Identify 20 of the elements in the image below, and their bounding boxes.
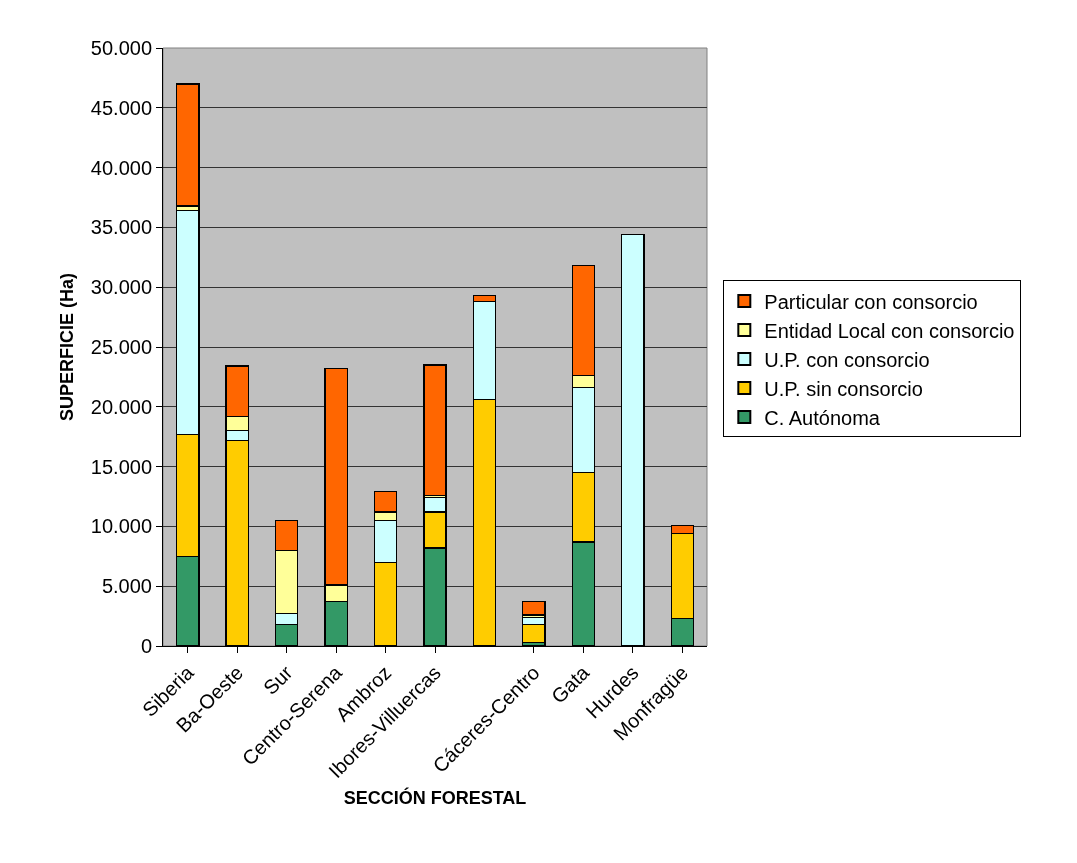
y-axis-title: SUPERFICIE (Ha): [57, 272, 78, 422]
bar: [175, 83, 200, 207]
legend-label: Entidad Local con consorcio: [764, 319, 1015, 342]
x-axis-title: SECCIÓN FORESTAL: [343, 787, 527, 809]
y-tick-label: 15.000: [90, 455, 152, 478]
legend-label: U.P. con consorcio: [764, 348, 930, 371]
y-tick-label: 20.000: [90, 395, 152, 418]
y-tick-label: 0: [140, 635, 152, 657]
legend-label: U.P. sin consorcio: [764, 377, 923, 400]
y-tick-label: 40.000: [90, 156, 152, 179]
y-tick-label: 45.000: [90, 96, 152, 119]
y-tick-label: 25.000: [90, 336, 152, 358]
y-tick-label: 50.000: [90, 37, 152, 59]
y-tick-label: 10.000: [90, 515, 152, 538]
y-tick-label: 35.000: [90, 216, 152, 239]
legend-label: C. Autónoma: [764, 406, 881, 429]
bar: [423, 364, 447, 496]
legend-label: Particular con consorcio: [764, 290, 978, 313]
y-tick-label: 30.000: [90, 276, 152, 299]
y-tick-label: 5.000: [101, 575, 152, 598]
